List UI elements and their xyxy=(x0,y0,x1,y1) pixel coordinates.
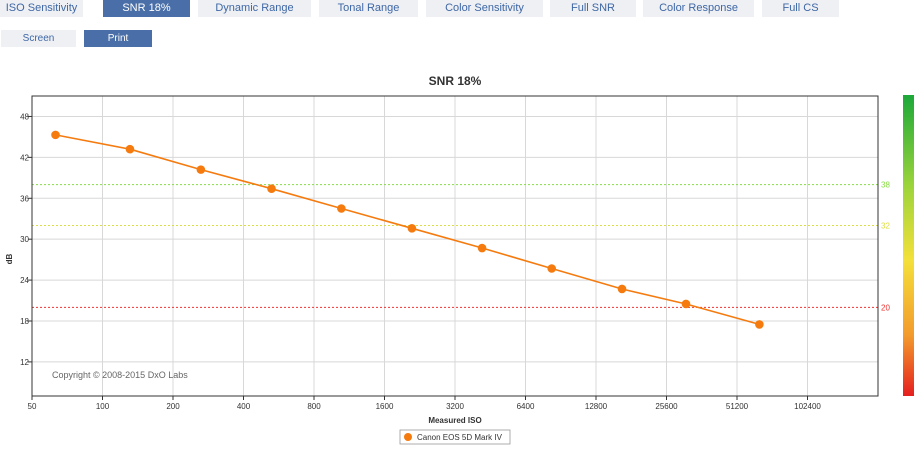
data-point[interactable] xyxy=(755,320,764,329)
data-point[interactable] xyxy=(617,284,627,294)
series-canon-eos-5d-mark-iv xyxy=(51,130,764,329)
reference-line-label: 20 xyxy=(881,303,890,312)
quality-color-scale xyxy=(903,95,914,396)
grid xyxy=(32,96,878,396)
tab-tonal-range[interactable]: Tonal Range xyxy=(319,0,418,17)
y-tick-label: 48 xyxy=(20,112,29,121)
x-tick-label: 400 xyxy=(237,402,251,411)
print-button[interactable]: Print xyxy=(84,30,152,47)
y-tick-label: 18 xyxy=(20,317,29,326)
legend: Canon EOS 5D Mark IV xyxy=(399,429,511,445)
data-point[interactable] xyxy=(407,223,417,233)
reference-line-label: 38 xyxy=(881,181,890,190)
data-point[interactable] xyxy=(547,264,557,273)
data-point[interactable] xyxy=(196,165,206,174)
x-axis-ticks: 50 100 200 400 800 1600 3200 6400 12800 25600 5120… xyxy=(28,396,821,411)
series-line xyxy=(55,134,760,326)
data-point[interactable] xyxy=(681,299,691,309)
x-tick-label: 200 xyxy=(166,402,180,411)
tab-full-snr[interactable]: Full SNR xyxy=(550,0,636,17)
x-tick-label: 100 xyxy=(96,402,110,411)
y-tick-label: 42 xyxy=(20,153,29,162)
legend-marker xyxy=(404,433,412,441)
y-tick-label: 24 xyxy=(20,276,29,285)
copyright-text: Copyright © 2008-2015 DxO Labs xyxy=(52,370,188,380)
x-tick-label: 1600 xyxy=(376,402,394,411)
x-tick-label: 6400 xyxy=(517,402,535,411)
y-axis-ticks: 12 18 24 30 36 42 48 xyxy=(20,112,32,367)
tab-iso-sensitivity[interactable]: ISO Sensitivity xyxy=(0,0,83,17)
tab-snr-18[interactable]: SNR 18% xyxy=(103,0,190,17)
data-point[interactable] xyxy=(267,184,276,194)
x-axis-label: Measured ISO xyxy=(428,416,481,425)
data-point[interactable] xyxy=(125,144,135,154)
tab-color-sensitivity[interactable]: Color Sensitivity xyxy=(426,0,543,17)
legend-box xyxy=(399,429,511,445)
data-point[interactable] xyxy=(477,243,487,253)
reference-lines: 38 32 20 xyxy=(32,181,890,312)
x-tick-label: 50 xyxy=(28,402,37,411)
x-tick-label: 25600 xyxy=(655,402,678,411)
data-point[interactable] xyxy=(337,204,346,213)
x-tick-label: 102400 xyxy=(794,402,821,411)
x-tick-label: 800 xyxy=(307,402,321,411)
chart-title: SNR 18% xyxy=(429,74,482,88)
y-tick-label: 36 xyxy=(20,194,29,203)
tab-bar: ISO Sensitivity SNR 18% Dynamic Range To… xyxy=(0,0,920,17)
x-tick-label: 51200 xyxy=(726,402,749,411)
y-axis-label: dB xyxy=(5,253,14,264)
x-tick-label: 3200 xyxy=(446,402,464,411)
reference-line-label: 32 xyxy=(881,222,890,231)
tab-full-cs[interactable]: Full CS xyxy=(762,0,839,17)
tab-dynamic-range[interactable]: Dynamic Range xyxy=(198,0,311,17)
screen-button[interactable]: Screen xyxy=(1,30,76,47)
x-tick-label: 12800 xyxy=(585,402,608,411)
y-tick-label: 12 xyxy=(20,358,29,367)
tab-color-response[interactable]: Color Response xyxy=(643,0,754,17)
y-tick-label: 30 xyxy=(20,235,29,244)
legend-label: Canon EOS 5D Mark IV xyxy=(417,433,503,442)
data-point[interactable] xyxy=(51,130,60,140)
